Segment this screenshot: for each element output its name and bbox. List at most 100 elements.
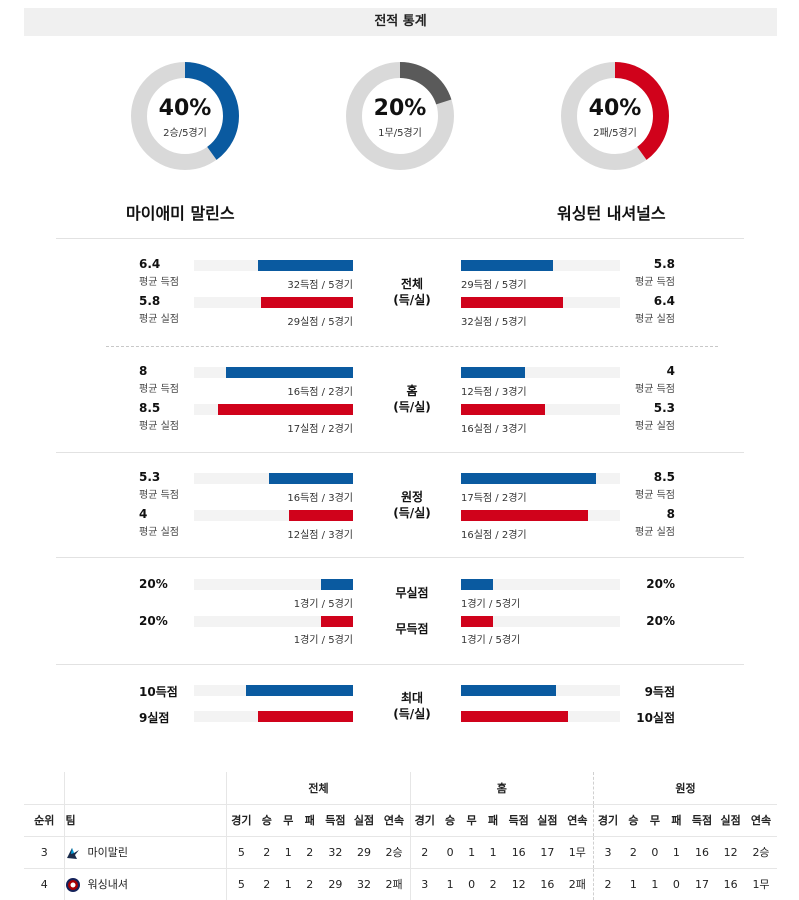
rank-cell: 4 [24,868,65,900]
draw-record: 1무/5경기 [378,128,422,139]
col-header: 패 [665,803,688,837]
stat-cell: 3 [592,836,623,869]
table-row: 3 마이말린 5 2 1 2 32 29 2승 2 0 1 1 16 17 [24,836,777,869]
stat-cell: 0 [644,836,666,869]
win-percent: 40% [158,96,212,121]
draw-donut-chart: 20% 1무/5경기 [346,62,454,170]
right-scored-caption: 12득점 / 3경기 [461,387,527,398]
stat-cell: 1 [278,836,299,869]
right-scoreless-bar-track [461,616,620,627]
right-scoreless-caption: 1경기 / 5경기 [461,635,521,646]
team-cell[interactable]: 워싱내셔 [64,868,227,900]
left-scoreless-caption: 1경기 / 5경기 [293,635,353,646]
stat-cell: 29 [321,868,350,900]
stat-cell: 0 [461,868,482,900]
stat-cell: 2 [298,836,322,869]
right-max-scored-bar-track [461,685,620,696]
right-max-allowed-bar [461,711,568,722]
divider [56,452,744,453]
stat-cell: 1 [665,836,688,869]
right-avg-scored: 4 [666,364,675,378]
col-header: 연속 [561,803,594,837]
left-allowed-caption: 17실점 / 2경기 [287,424,353,435]
right-max-scored: 9득점 [644,685,675,699]
stats-title: 전적 통계 [24,8,777,36]
stat-cell: 2승 [745,836,777,869]
section-label-line2: (득/실) [393,293,431,307]
left-scored-bar-track [194,260,353,271]
nationals-logo-icon [65,877,81,893]
left-avg-allowed: 4 [139,507,148,521]
section-label-line2: (득/실) [393,707,431,721]
section-label-line1: 홈 [406,384,418,398]
left-allowed-bar [289,510,353,521]
col-header: 패 [481,803,505,837]
loss-percent: 40% [588,96,642,121]
stat-cell: 16 [504,836,534,869]
col-header: 득점 [687,803,717,837]
stat-cell: 16 [716,868,746,900]
win-donut-chart: 40% 2승/5경기 [131,62,239,170]
stat-cell: 1무 [745,868,777,900]
shutout-label: 무실점 [395,586,429,600]
col-header: 득점 [504,803,534,837]
left-avg-scored-label: 평균 득점 [139,384,179,395]
left-scored-bar-track [194,367,353,378]
right-max-scored-bar [461,685,557,696]
left-allowed-bar-track [194,510,353,521]
stat-cell: 2 [298,868,322,900]
section-label-home: 홈 (득/실) [380,383,444,415]
right-scored-caption: 29득점 / 5경기 [461,280,527,291]
right-avg-allowed: 6.4 [653,294,675,308]
blank-header [64,772,227,804]
right-avg-scored: 5.8 [653,257,675,271]
left-scored-bar [257,260,353,271]
away-team-name: 워싱턴 내셔널스 [557,204,666,223]
left-allowed-caption: 12실점 / 3경기 [287,530,353,541]
left-scored-bar [225,367,353,378]
right-avg-scored-label: 평균 득점 [635,490,675,501]
col-header: 경기 [592,803,623,837]
divider [56,664,744,665]
stat-cell: 3 [409,868,439,900]
right-max-allowed-bar-track [461,711,620,722]
dashed-divider [106,346,718,347]
stat-cell: 32 [321,836,350,869]
right-allowed-bar [461,404,546,415]
divider [56,238,744,239]
col-header: 승 [255,803,279,837]
stat-cell: 12 [716,836,746,869]
right-allowed-bar-track [461,510,620,521]
col-header: 연속 [378,803,411,837]
left-avg-scored: 6.4 [139,257,161,271]
right-scored-bar [461,260,554,271]
col-header: 무 [278,803,299,837]
team-cell[interactable]: 마이말린 [64,836,227,869]
win-record: 2승/5경기 [163,128,207,139]
left-allowed-bar [217,404,353,415]
left-allowed-bar-track [194,297,353,308]
stat-cell: 16 [687,836,717,869]
stat-cell: 2 [481,868,505,900]
right-scored-bar [461,473,597,484]
loss-donut-svg [561,62,669,170]
left-shutout-value: 20% [139,577,168,591]
right-scored-bar-track [461,260,620,271]
stat-cell: 2패 [378,868,411,900]
left-scored-bar [268,473,353,484]
left-max-allowed-bar [257,711,353,722]
group-header-home: 홈 [409,772,594,804]
right-avg-scored: 8.5 [653,470,675,484]
stat-cell: 1 [622,868,645,900]
right-avg-scored-label: 평균 득점 [635,277,675,288]
team-name: 워싱내셔 [87,877,128,891]
left-allowed-bar-track [194,404,353,415]
right-avg-allowed-label: 평균 실점 [635,527,675,538]
stat-cell: 1 [644,868,666,900]
left-scoreless-bar [321,616,353,627]
col-header: 경기 [226,803,256,837]
stat-cell: 2승 [378,836,411,869]
left-allowed-bar [260,297,353,308]
stat-cell: 1 [481,836,505,869]
team-header: 팀 [64,803,227,837]
